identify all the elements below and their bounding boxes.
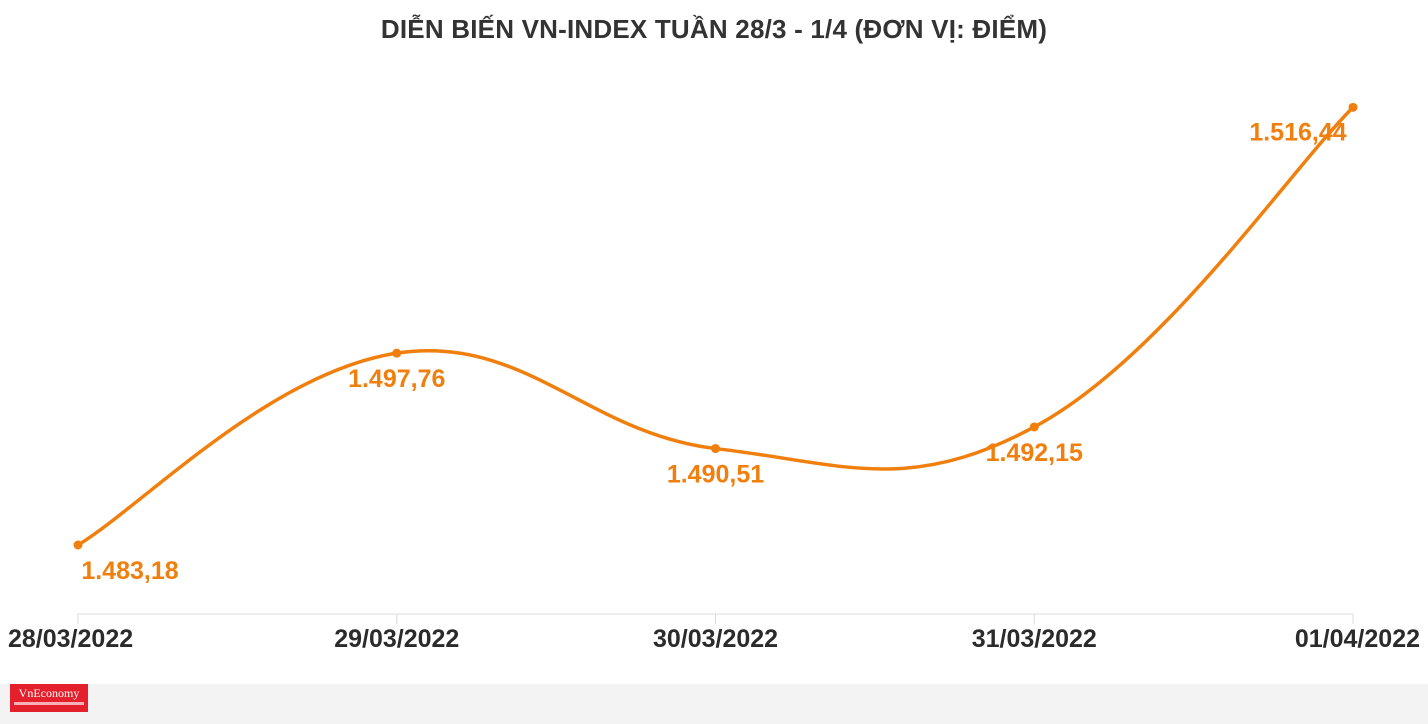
logo-text: VnEconomy	[18, 686, 80, 700]
data-point	[711, 444, 720, 454]
data-label: 1.497,76	[348, 365, 445, 393]
footer-band	[0, 684, 1428, 724]
x-tick-label: 28/03/2022	[8, 625, 133, 653]
data-label: 1.483,18	[81, 557, 178, 585]
chart-title: DIỄN BIẾN VN-INDEX TUẦN 28/3 - 1/4 (ĐƠN …	[380, 14, 1048, 44]
data-point	[1029, 422, 1039, 432]
vneconomy-logo: VnEconomy	[10, 684, 88, 712]
data-point	[73, 540, 83, 550]
x-tick-label: 30/03/2022	[653, 625, 778, 653]
x-tick-label: 29/03/2022	[334, 625, 459, 653]
logo-tagline	[14, 702, 84, 705]
data-label: 1.516,44	[1249, 118, 1346, 146]
data-label: 1.492,15	[986, 439, 1083, 467]
x-tick-label: 31/03/2022	[972, 625, 1097, 653]
data-point	[392, 348, 402, 358]
data-point	[1348, 102, 1358, 112]
data-label: 1.490,51	[667, 461, 764, 489]
x-tick-label: 01/04/2022	[1295, 625, 1420, 653]
vn-index-line-chart: 28/03/2022 29/03/2022 30/03/2022 31/03/2022…	[8, 102, 1420, 653]
